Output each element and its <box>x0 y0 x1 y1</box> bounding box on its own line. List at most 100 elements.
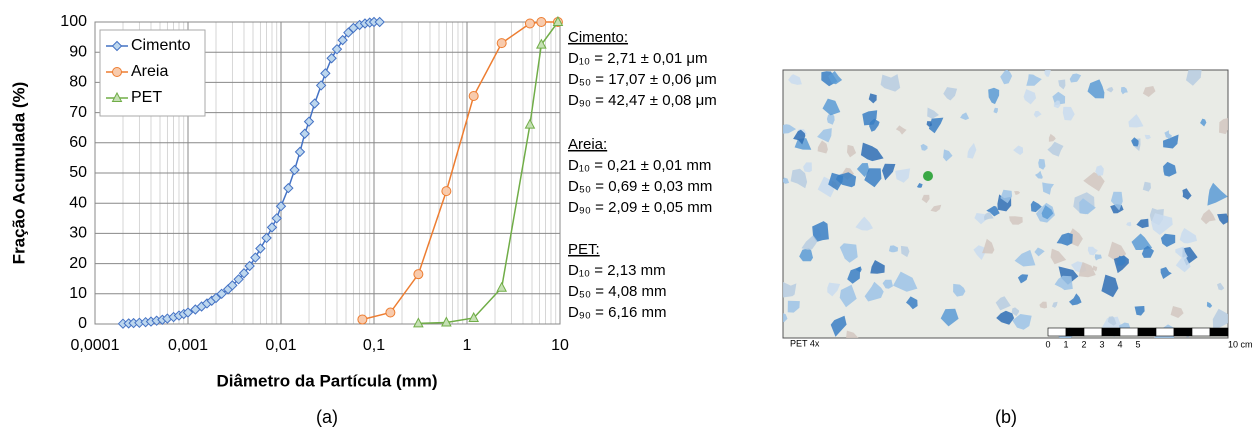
particle <box>783 124 797 134</box>
particle <box>1017 274 1029 284</box>
particle <box>1069 293 1082 306</box>
particle <box>1179 228 1197 244</box>
particle <box>783 282 797 298</box>
particle <box>1034 247 1045 257</box>
point <box>552 15 564 26</box>
particle <box>830 315 847 337</box>
photo-label: PET 4x <box>790 338 820 348</box>
x-tick-label: 1 <box>463 337 472 354</box>
particle <box>1151 213 1173 235</box>
particle <box>926 121 933 127</box>
particle <box>1087 79 1105 99</box>
y-tick-label: 80 <box>69 74 87 91</box>
point <box>244 260 255 272</box>
particle <box>1134 306 1145 316</box>
particle <box>1175 256 1191 273</box>
x-tick-label: 0,0001 <box>71 337 120 354</box>
particle <box>943 149 953 162</box>
particle <box>1023 89 1037 105</box>
particle <box>986 205 1000 217</box>
particle <box>846 330 859 338</box>
scale-segment <box>1101 327 1121 337</box>
particle <box>790 168 808 189</box>
particle <box>855 216 873 231</box>
particle <box>1038 158 1046 170</box>
scale-segment <box>1065 327 1085 337</box>
point <box>210 292 222 304</box>
particle <box>967 143 977 159</box>
scale-label: 1 <box>1063 339 1068 349</box>
particle <box>1107 316 1117 326</box>
point <box>331 43 343 55</box>
legend-label: Areia <box>131 63 168 80</box>
y-tick-label: 10 <box>69 285 87 302</box>
annotation-line: D₅₀ = 0,69 ± 0,03 mm <box>568 178 712 195</box>
point <box>271 213 282 224</box>
scale-segment <box>1209 327 1229 337</box>
particle <box>1142 86 1156 97</box>
particle <box>1048 133 1056 142</box>
particle <box>921 194 930 204</box>
particle <box>900 245 910 258</box>
particle <box>868 93 877 104</box>
particle <box>1182 188 1192 200</box>
particle <box>1047 141 1064 157</box>
particle <box>895 125 907 135</box>
annotations: Cimento: D₁₀ = 2,71 ± 0,01 μm D₅₀ = 17,07 … <box>568 29 717 321</box>
scale-segment <box>1047 327 1067 337</box>
scale-label: 4 <box>1117 339 1122 349</box>
x-tick-label: 0,001 <box>168 337 208 354</box>
particle <box>1101 274 1119 298</box>
particle <box>1131 233 1153 250</box>
x-tick-label: 0,01 <box>265 337 296 354</box>
annotation-line: D₅₀ = 17,07 ± 0,06 μm <box>568 71 717 88</box>
legend-label: PET <box>131 89 162 106</box>
point <box>289 164 300 176</box>
particle <box>1068 228 1083 247</box>
particle <box>1011 307 1020 317</box>
point <box>275 201 287 212</box>
particle <box>1026 74 1042 86</box>
series-layer <box>117 15 564 329</box>
particle <box>783 313 788 323</box>
y-tick-label: 50 <box>69 164 87 181</box>
particle <box>1014 191 1021 195</box>
particle <box>801 235 818 250</box>
point <box>294 146 306 158</box>
annotation-line: D₁₀ = 2,13 mm <box>568 262 666 279</box>
particle <box>1186 70 1202 86</box>
point <box>413 317 424 328</box>
particle <box>817 140 828 154</box>
scale-segment <box>1137 327 1157 337</box>
particle <box>1044 70 1051 77</box>
point <box>337 34 348 46</box>
particle <box>993 107 998 114</box>
particle <box>1160 267 1172 279</box>
y-axis-title: Fração Acumulada (%) <box>9 82 28 265</box>
legend-marker <box>111 91 123 102</box>
particle <box>864 168 882 188</box>
point <box>524 118 536 129</box>
point <box>216 288 227 300</box>
particle <box>1212 308 1228 331</box>
point <box>261 232 272 244</box>
annotation-line: D₁₀ = 0,21 ± 0,01 mm <box>568 157 711 174</box>
annotation-line: D₉₀ = 2,09 ± 0,05 mm <box>568 199 712 216</box>
particle <box>1014 249 1036 267</box>
point <box>413 269 424 280</box>
scale-label: 0 <box>1045 339 1050 349</box>
point <box>315 80 327 91</box>
y-tick-label: 0 <box>78 315 87 332</box>
legend-marker <box>111 40 123 52</box>
particle <box>882 279 893 289</box>
particle <box>996 310 1015 325</box>
particle <box>783 177 790 184</box>
particle <box>988 87 1000 105</box>
point <box>255 243 266 254</box>
particle <box>1012 314 1032 330</box>
particle <box>920 143 928 151</box>
point <box>536 38 547 49</box>
point <box>299 128 310 139</box>
